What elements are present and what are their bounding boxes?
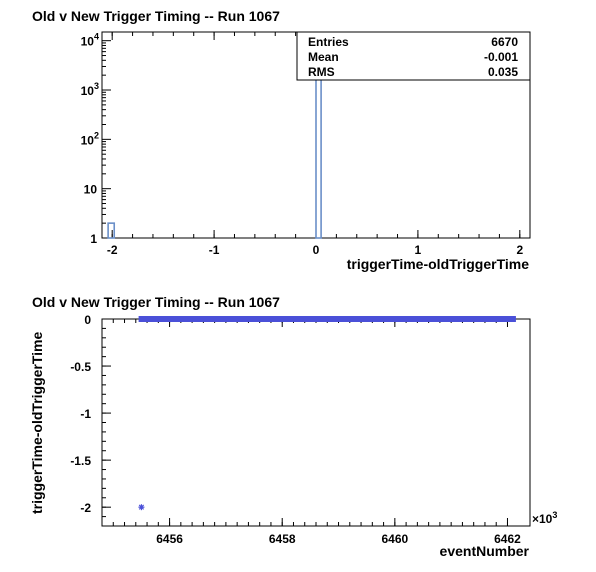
- histogram-bins: [107, 48, 322, 239]
- y-tick-label: -0.5: [70, 360, 91, 374]
- scatter-x-label: eventNumber: [440, 543, 530, 559]
- y-tick-label: -2: [80, 501, 91, 515]
- histogram-bin: [107, 222, 116, 239]
- y-tick-label: 103: [81, 81, 99, 98]
- scatter-title: Old v New Trigger Timing -- Run 1067: [32, 294, 280, 310]
- scatter-panel: Old v New Trigger Timing -- Run 1067 645…: [29, 294, 557, 559]
- stat-rms-value: 0.035: [488, 65, 518, 79]
- y-tick-label: 1: [90, 232, 97, 246]
- x-multiplier: ×103: [532, 510, 557, 526]
- x-tick-label: 6460: [381, 532, 408, 546]
- stats-box: Entries 6670 Mean -0.001 RMS 0.035: [296, 31, 531, 81]
- y-tick-label: 10: [84, 183, 98, 197]
- stat-entries-label: Entries: [308, 35, 349, 49]
- x-tick-label: 6462: [494, 532, 521, 546]
- x-tick-label: 6458: [269, 532, 296, 546]
- y-tick-label: -1.5: [70, 454, 91, 468]
- x-tick-label: -2: [107, 243, 118, 257]
- stat-mean-value: -0.001: [484, 50, 518, 64]
- data-point: [138, 504, 145, 511]
- x-tick-label: 2: [516, 243, 523, 257]
- y-tick-label: 104: [81, 32, 99, 49]
- data-band: [138, 316, 516, 322]
- stat-mean-label: Mean: [308, 50, 339, 64]
- x-tick-label: 0: [313, 243, 320, 257]
- x-tick-label: 6456: [156, 532, 183, 546]
- scatter-marks: [138, 316, 516, 511]
- y-tick-label: 0: [84, 313, 91, 327]
- stat-rms-label: RMS: [308, 65, 335, 79]
- y-tick-label: -1: [80, 407, 91, 421]
- histogram-x-label: triggerTime-oldTriggerTime: [347, 256, 530, 272]
- stats-box-frame: [296, 31, 531, 81]
- histogram-panel: Old v New Trigger Timing -- Run 1067 -2 -…: [32, 8, 531, 272]
- stat-entries-value: 6670: [491, 35, 518, 49]
- x-tick-label: -1: [209, 243, 220, 257]
- y-tick-label: 102: [81, 130, 99, 147]
- scatter-axes: 6456 6458 6460 6462 0 -0.5 -1 -1.5 -2: [70, 313, 521, 546]
- histogram-title: Old v New Trigger Timing -- Run 1067: [32, 8, 280, 24]
- scatter-frame: [101, 318, 531, 527]
- x-tick-label: 1: [415, 243, 422, 257]
- scatter-y-label: triggerTime-oldTriggerTime: [29, 331, 45, 514]
